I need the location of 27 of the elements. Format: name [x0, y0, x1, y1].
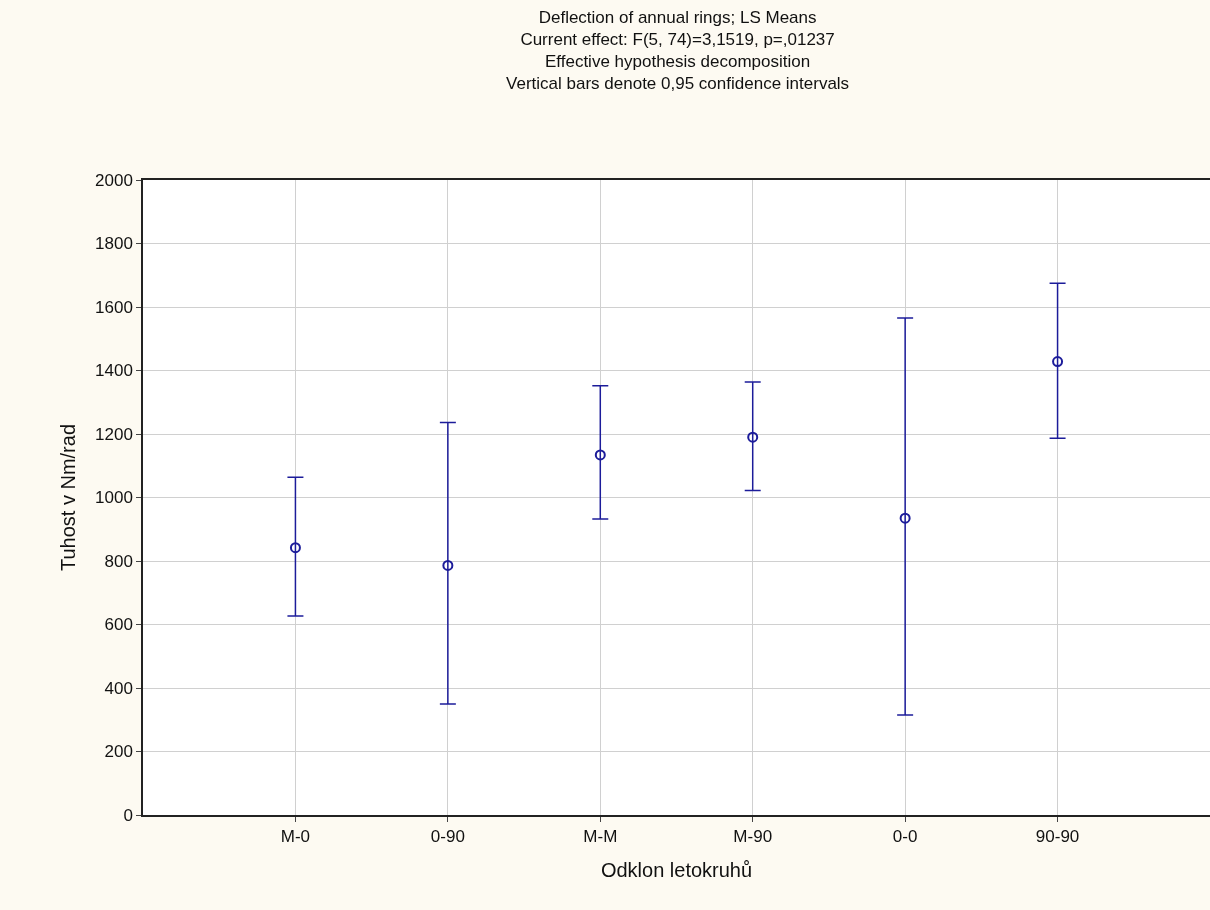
chart-subtitle: Current effect: F(5, 74)=3,1519, p=,01237 Effective hypothesis decomposition Vertical bars denote 0,95 confidence intervals — [506, 29, 850, 94]
x-tick-label: M-0 — [280, 827, 311, 847]
y-tick-label: 800 — [104, 551, 133, 571]
y-tick-label: 2000 — [95, 170, 133, 190]
x-axis-title: Odklon letokruhů — [600, 859, 753, 882]
point — [289, 542, 301, 554]
y-tick-label: 0 — [123, 805, 133, 825]
x-tick-label: 0-90 — [430, 827, 465, 847]
y-tick-label: 200 — [104, 742, 133, 762]
point — [747, 431, 759, 443]
point — [442, 559, 454, 571]
y-axis-title: Tuhost v Nm/rad — [57, 423, 80, 572]
x-tick-label: 90-90 — [1035, 827, 1080, 847]
y-tick-label: 600 — [104, 615, 133, 635]
y-tick-label: 1000 — [95, 488, 133, 508]
point — [594, 449, 606, 461]
y-tick-label: 400 — [104, 678, 133, 698]
chart-title: Deflection of annual rings; LS Means — [538, 7, 817, 27]
point — [899, 512, 911, 524]
y-tick-label: 1200 — [95, 424, 133, 444]
x-tick-label: M-M — [583, 827, 618, 847]
point — [1052, 356, 1064, 368]
y-tick-label: 1600 — [95, 297, 133, 317]
y-tick-label: 1400 — [95, 361, 133, 381]
x-tick-label: 0-0 — [892, 827, 918, 847]
y-tick-label: 1800 — [95, 234, 133, 254]
x-tick-label: M-90 — [733, 827, 773, 847]
